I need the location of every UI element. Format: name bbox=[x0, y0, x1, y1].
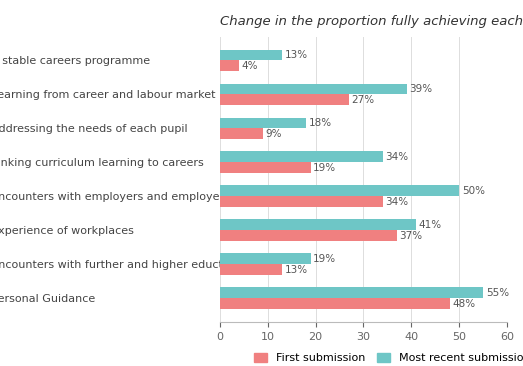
Bar bbox=[220, 49, 282, 60]
Legend: First submission, Most recent submission: First submission, Most recent submission bbox=[249, 348, 523, 366]
Text: 19%: 19% bbox=[313, 163, 336, 173]
Text: 55%: 55% bbox=[486, 288, 509, 298]
Bar bbox=[220, 163, 311, 173]
Text: 50%: 50% bbox=[462, 186, 485, 196]
Bar bbox=[220, 186, 459, 196]
Text: 37%: 37% bbox=[400, 231, 423, 241]
Bar bbox=[220, 230, 397, 241]
Bar bbox=[220, 117, 306, 128]
Bar bbox=[220, 128, 263, 139]
Bar bbox=[220, 60, 239, 71]
Text: 41%: 41% bbox=[418, 220, 442, 230]
Bar bbox=[220, 298, 450, 309]
Bar bbox=[220, 152, 383, 163]
Bar bbox=[220, 264, 282, 275]
Text: 39%: 39% bbox=[409, 84, 432, 94]
Text: 19%: 19% bbox=[313, 254, 336, 264]
Bar bbox=[220, 94, 349, 105]
Bar bbox=[220, 287, 483, 298]
Text: 9%: 9% bbox=[265, 129, 282, 139]
Text: 13%: 13% bbox=[285, 265, 308, 275]
Bar bbox=[220, 196, 383, 207]
Text: 4%: 4% bbox=[241, 61, 258, 71]
Text: 34%: 34% bbox=[385, 152, 408, 162]
Text: 13%: 13% bbox=[285, 50, 308, 60]
Text: 27%: 27% bbox=[351, 95, 374, 105]
Text: Change in the proportion fully achieving each benchmark among repeat submissions: Change in the proportion fully achieving… bbox=[220, 15, 523, 29]
Text: 48%: 48% bbox=[452, 299, 475, 309]
Text: 18%: 18% bbox=[309, 118, 332, 128]
Text: 34%: 34% bbox=[385, 197, 408, 207]
Bar bbox=[220, 253, 311, 264]
Bar bbox=[220, 220, 416, 230]
Bar bbox=[220, 83, 407, 94]
